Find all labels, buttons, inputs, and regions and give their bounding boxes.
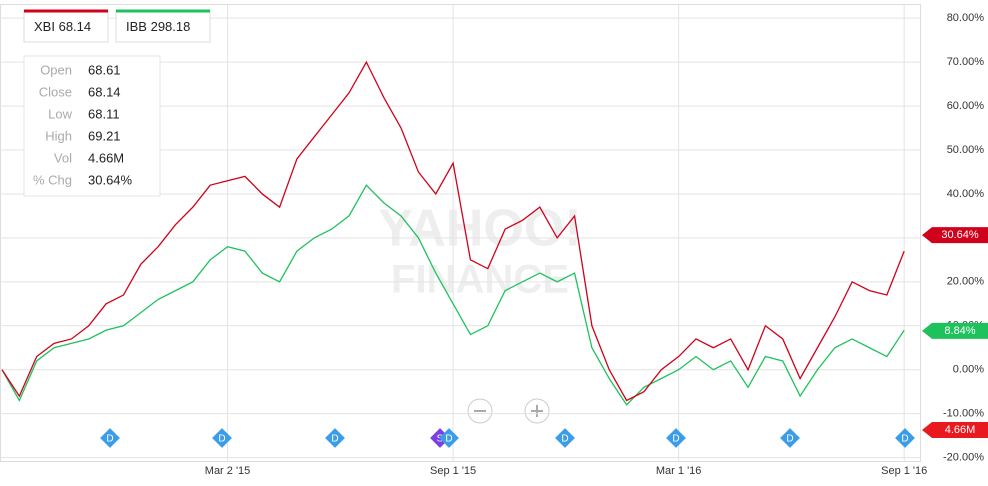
legend-quote: 68.14 [59,19,92,34]
event-label: D [786,434,793,445]
event-label: D [672,434,679,445]
event-marker [212,428,232,448]
last-value-tag [922,227,988,244]
y-tick-label: -10.00% [943,408,984,420]
info-label: Vol [54,150,72,165]
volume-tag-label: 4.66M [945,424,976,436]
info-label: Close [39,84,72,99]
series-line [1,60,905,402]
last-value-label: 8.84% [944,325,975,337]
y-tick-label: 60.00% [947,100,985,112]
x-tick-label: Mar 1 '16 [656,465,702,477]
info-label: High [45,128,72,143]
info-value: 68.61 [88,62,121,77]
info-value: 4.66M [88,150,124,165]
event-marker [439,428,459,448]
event-marker [325,428,345,448]
legend-name: XBI [34,19,55,34]
zoom-in[interactable] [524,398,550,424]
legend-tab [23,9,109,43]
y-tick-label: -20.00% [943,452,984,464]
watermark-text: YAHOO! [378,200,581,258]
info-value: 68.11 [88,106,120,121]
event-label: S [437,434,444,445]
y-tick-label: 40.00% [947,188,985,200]
event-marker [780,428,800,448]
last-value-tag [922,322,988,339]
event-label: D [331,434,338,445]
zoom-out[interactable] [467,398,493,424]
info-label: % Chg [33,172,72,187]
legend-name: IBB [126,19,147,34]
info-label: Open [40,62,72,77]
x-tick-label: Sep 1 '15 [430,465,476,477]
y-tick-label: 20.00% [947,276,985,288]
event-marker [555,428,575,448]
info-value: 30.64% [88,172,133,187]
x-tick-label: Sep 1 '16 [881,465,927,477]
info-label: Low [48,106,72,121]
legend-tab [115,9,211,43]
event-marker [666,428,686,448]
event-label: D [561,434,568,445]
x-tick-label: Mar 2 '15 [205,465,251,477]
legend-quote: 298.18 [151,19,191,34]
y-tick-label: 0.00% [953,364,984,376]
event-label: D [106,434,113,445]
info-box [23,55,161,197]
volume-tag [922,422,988,438]
event-label: D [445,434,452,445]
y-tick-label: 50.00% [947,144,985,156]
event-marker [895,428,915,448]
info-value: 68.14 [88,84,121,99]
event-label: D [901,434,908,445]
event-marker [100,428,120,448]
y-tick-label: 80.00% [947,12,985,24]
last-value-label: 30.64% [941,229,979,241]
legend-entry: IBB 298.18 [126,19,190,34]
legend-entry: XBI 68.14 [34,19,91,34]
event-label: D [218,434,225,445]
info-value: 69.21 [88,128,121,143]
series-line [1,184,905,406]
y-tick-label: 70.00% [947,56,985,68]
watermark: YAHOO! FINANCE [378,200,581,302]
